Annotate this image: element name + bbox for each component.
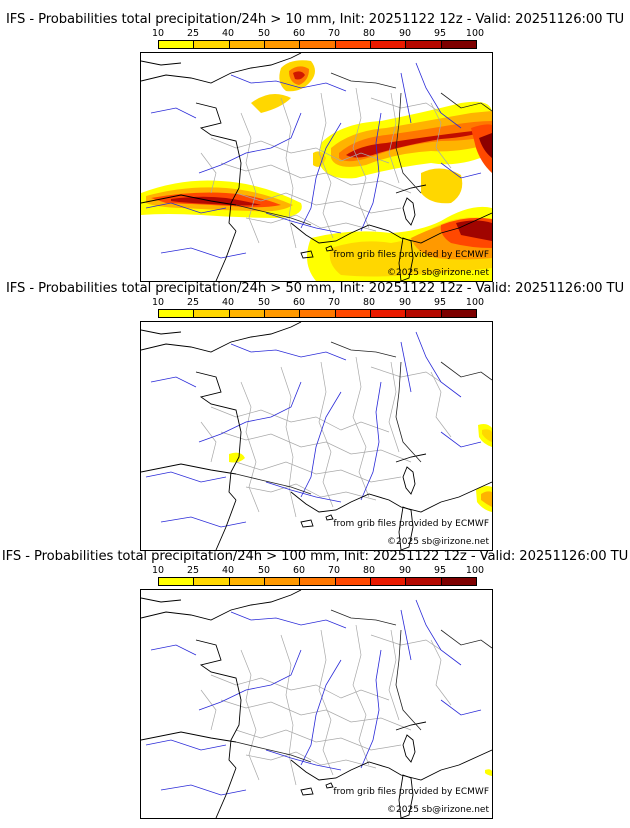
colorbar-tick: 100 [465, 297, 485, 308]
colorbar-tick: 50 [257, 28, 271, 39]
credit-author: ©2025 sb@irizone.net [387, 537, 489, 547]
colorbar-segment [300, 41, 336, 48]
colorbar-tick: 60 [292, 565, 306, 576]
colorbar-ticks: 10 25 40 50 60 70 80 90 95 100 [152, 28, 484, 39]
credit-source: from grib files provided by ECMWF [333, 250, 489, 260]
colorbar-segment [194, 578, 230, 585]
colorbar-tick: 80 [362, 565, 376, 576]
colorbar-segment [441, 578, 476, 585]
colorbar-segment [335, 578, 371, 585]
colorbar-tick: 50 [257, 565, 271, 576]
colorbar-tick: 70 [327, 297, 341, 308]
precip-areas [229, 424, 492, 512]
colorbar-tick: 90 [398, 297, 412, 308]
credit-author: ©2025 sb@irizone.net [387, 268, 489, 278]
colorbar-segment [159, 41, 195, 48]
probability-map: from grib files provided by ECMWF ©2025 … [140, 321, 493, 551]
colorbar-tick: 25 [186, 297, 200, 308]
colorbar-segment [229, 578, 265, 585]
colorbar-tick: 10 [151, 297, 165, 308]
colorbar-tick: 60 [292, 28, 306, 39]
colorbar-tick: 95 [433, 565, 447, 576]
credit-author: ©2025 sb@irizone.net [387, 805, 489, 815]
colorbar [158, 40, 477, 49]
colorbar-tick: 25 [186, 28, 200, 39]
colorbar-tick: 10 [151, 565, 165, 576]
colorbar-tick: 80 [362, 297, 376, 308]
colorbar-segment [406, 310, 442, 317]
colorbar-segment [159, 310, 195, 317]
panel-title: IFS - Probabilities total precipitation/… [5, 12, 625, 27]
panel-title: IFS - Probabilities total precipitation/… [1, 549, 629, 564]
colorbar-tick: 40 [221, 565, 235, 576]
precip-areas [485, 769, 492, 776]
colorbar-segment [300, 310, 336, 317]
panel-title: IFS - Probabilities total precipitation/… [5, 281, 625, 296]
map-svg [141, 590, 492, 818]
colorbar-tick: 90 [398, 28, 412, 39]
colorbar [158, 309, 477, 318]
colorbar-segment [370, 578, 407, 585]
colorbar-segment [441, 310, 476, 317]
colorbar-tick: 95 [433, 28, 447, 39]
colorbar-segment [229, 310, 265, 317]
colorbar-tick: 100 [465, 565, 485, 576]
colorbar-segment [406, 41, 442, 48]
colorbar-segment [159, 578, 195, 585]
colorbar-tick: 95 [433, 297, 447, 308]
map-base [141, 322, 492, 550]
panel-10mm: IFS - Probabilities total precipitation/… [0, 12, 630, 282]
colorbar-segment [370, 41, 407, 48]
colorbar-ticks: 10 25 40 50 60 70 80 90 95 100 [152, 297, 484, 308]
colorbar-tick: 40 [221, 297, 235, 308]
colorbar-segment [194, 310, 230, 317]
map-base [141, 590, 492, 818]
colorbar-tick: 10 [151, 28, 165, 39]
colorbar [158, 577, 477, 586]
colorbar-tick: 50 [257, 297, 271, 308]
colorbar-segment [300, 578, 336, 585]
colorbar-segment [264, 310, 301, 317]
map-svg [141, 322, 492, 550]
colorbar-segment [335, 41, 371, 48]
panel-50mm: IFS - Probabilities total precipitation/… [0, 281, 630, 551]
credit-source: from grib files provided by ECMWF [333, 787, 489, 797]
colorbar-ticks: 10 25 40 50 60 70 80 90 95 100 [152, 565, 484, 576]
colorbar-tick: 90 [398, 565, 412, 576]
colorbar-segment [406, 578, 442, 585]
colorbar-tick: 80 [362, 28, 376, 39]
colorbar-tick: 100 [465, 28, 485, 39]
map-svg [141, 53, 492, 281]
colorbar-segment [441, 41, 476, 48]
colorbar-tick: 25 [186, 565, 200, 576]
colorbar-segment [264, 578, 301, 585]
colorbar-tick: 70 [327, 28, 341, 39]
probability-map: from grib files provided by ECMWF ©2025 … [140, 52, 493, 282]
colorbar-segment [335, 310, 371, 317]
colorbar-tick: 40 [221, 28, 235, 39]
colorbar-segment [264, 41, 301, 48]
colorbar-tick: 60 [292, 297, 306, 308]
credit-source: from grib files provided by ECMWF [333, 519, 489, 529]
colorbar-tick: 70 [327, 565, 341, 576]
precip-areas [141, 60, 492, 281]
probability-map: from grib files provided by ECMWF ©2025 … [140, 589, 493, 819]
colorbar-segment [229, 41, 265, 48]
colorbar-segment [194, 41, 230, 48]
panel-100mm: IFS - Probabilities total precipitation/… [0, 549, 630, 819]
colorbar-segment [370, 310, 407, 317]
